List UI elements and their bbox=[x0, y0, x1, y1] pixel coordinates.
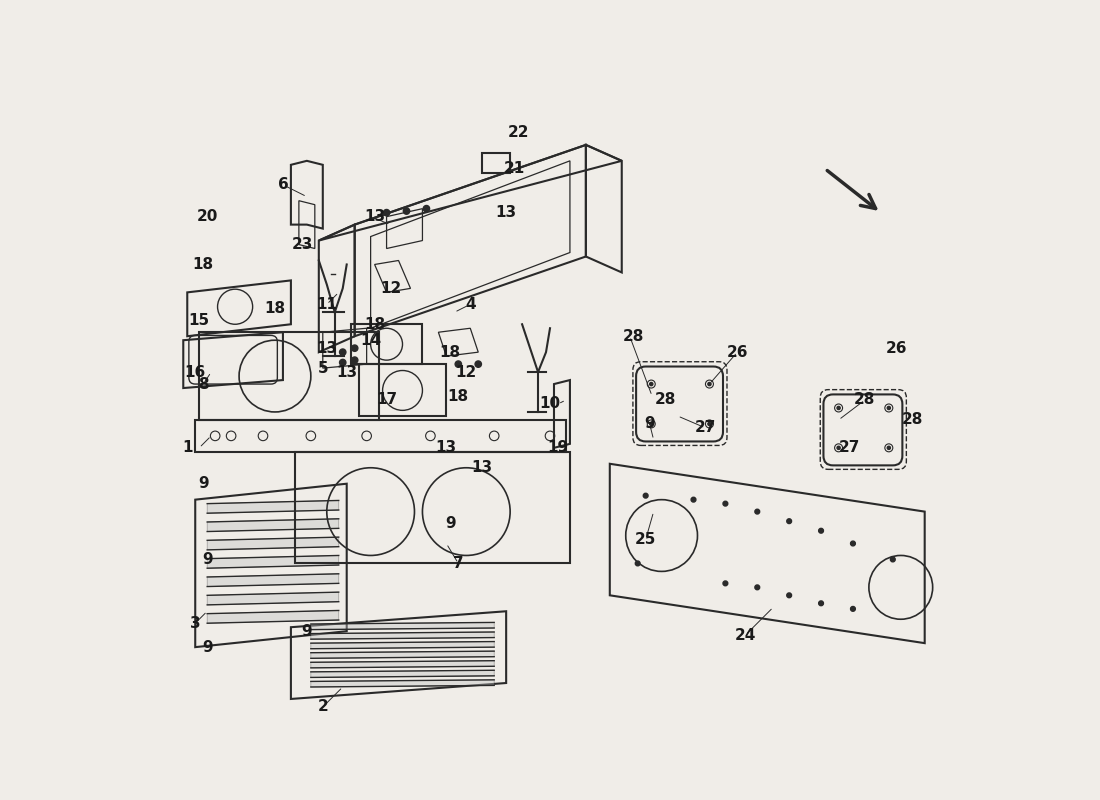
Polygon shape bbox=[207, 518, 339, 531]
Text: 13: 13 bbox=[436, 440, 456, 455]
Circle shape bbox=[786, 593, 792, 598]
Polygon shape bbox=[311, 670, 494, 678]
Circle shape bbox=[837, 446, 840, 450]
Text: 7: 7 bbox=[453, 556, 463, 571]
Circle shape bbox=[818, 528, 824, 533]
Polygon shape bbox=[207, 574, 339, 586]
Circle shape bbox=[340, 349, 345, 355]
Text: 13: 13 bbox=[496, 205, 517, 220]
Circle shape bbox=[888, 446, 890, 450]
Circle shape bbox=[837, 406, 840, 410]
Text: 9: 9 bbox=[202, 640, 212, 654]
Text: 21: 21 bbox=[504, 162, 525, 176]
Text: 27: 27 bbox=[695, 421, 716, 435]
Polygon shape bbox=[311, 680, 494, 687]
Text: 28: 28 bbox=[855, 393, 876, 407]
Circle shape bbox=[786, 518, 792, 523]
Text: 18: 18 bbox=[364, 317, 385, 332]
Text: 18: 18 bbox=[440, 345, 461, 360]
Circle shape bbox=[888, 406, 890, 410]
Text: 18: 18 bbox=[448, 389, 469, 403]
Circle shape bbox=[352, 345, 358, 351]
Text: 28: 28 bbox=[623, 329, 645, 344]
Text: 20: 20 bbox=[197, 209, 218, 224]
Circle shape bbox=[850, 606, 856, 611]
Text: 9: 9 bbox=[645, 417, 654, 431]
Text: 28: 28 bbox=[902, 413, 923, 427]
Circle shape bbox=[644, 494, 648, 498]
Text: 13: 13 bbox=[472, 460, 493, 475]
Text: 8: 8 bbox=[198, 377, 209, 391]
Text: 17: 17 bbox=[376, 393, 397, 407]
Polygon shape bbox=[207, 610, 339, 623]
Text: 14: 14 bbox=[360, 333, 382, 348]
Polygon shape bbox=[311, 642, 494, 649]
Circle shape bbox=[708, 382, 711, 386]
Circle shape bbox=[340, 359, 345, 366]
Text: 10: 10 bbox=[539, 397, 561, 411]
Circle shape bbox=[723, 502, 728, 506]
Text: 19: 19 bbox=[548, 440, 569, 455]
Circle shape bbox=[475, 361, 482, 367]
Circle shape bbox=[755, 510, 760, 514]
Polygon shape bbox=[207, 501, 339, 514]
Circle shape bbox=[818, 601, 824, 606]
Circle shape bbox=[691, 498, 696, 502]
Text: 27: 27 bbox=[838, 440, 859, 455]
Text: 6: 6 bbox=[277, 178, 288, 192]
Circle shape bbox=[636, 561, 640, 566]
Text: 13: 13 bbox=[337, 365, 358, 379]
Text: 9: 9 bbox=[202, 552, 212, 567]
Circle shape bbox=[723, 581, 728, 586]
Polygon shape bbox=[207, 555, 339, 568]
Text: 12: 12 bbox=[455, 365, 477, 379]
Text: 11: 11 bbox=[317, 297, 338, 312]
Text: 13: 13 bbox=[316, 341, 338, 356]
Circle shape bbox=[404, 208, 409, 214]
Circle shape bbox=[708, 422, 711, 426]
Text: 9: 9 bbox=[446, 516, 455, 531]
Text: 13: 13 bbox=[364, 209, 385, 224]
Text: 18: 18 bbox=[192, 257, 213, 272]
Polygon shape bbox=[311, 632, 494, 639]
Text: 23: 23 bbox=[293, 237, 314, 252]
Polygon shape bbox=[311, 661, 494, 668]
Text: 16: 16 bbox=[185, 365, 206, 379]
Circle shape bbox=[650, 382, 652, 386]
Polygon shape bbox=[207, 592, 339, 605]
Text: 24: 24 bbox=[735, 628, 756, 642]
Text: 3: 3 bbox=[190, 616, 200, 630]
Text: 9: 9 bbox=[301, 624, 312, 638]
Text: 28: 28 bbox=[654, 393, 676, 407]
Text: 26: 26 bbox=[727, 345, 748, 360]
Text: 22: 22 bbox=[507, 126, 529, 141]
Text: 9: 9 bbox=[198, 476, 209, 491]
Circle shape bbox=[352, 357, 358, 363]
Polygon shape bbox=[311, 622, 494, 630]
Circle shape bbox=[755, 585, 760, 590]
Circle shape bbox=[424, 206, 430, 212]
Text: 2: 2 bbox=[318, 699, 328, 714]
Text: 5: 5 bbox=[318, 361, 328, 376]
Circle shape bbox=[455, 361, 462, 367]
Text: 18: 18 bbox=[264, 301, 286, 316]
Circle shape bbox=[384, 210, 389, 216]
Text: 12: 12 bbox=[379, 281, 401, 296]
Text: 1: 1 bbox=[182, 440, 192, 455]
Polygon shape bbox=[207, 537, 339, 550]
Circle shape bbox=[650, 422, 652, 426]
Text: 4: 4 bbox=[465, 297, 475, 312]
Circle shape bbox=[850, 541, 856, 546]
Text: 15: 15 bbox=[189, 313, 210, 328]
Circle shape bbox=[890, 557, 895, 562]
Polygon shape bbox=[311, 651, 494, 658]
Text: 26: 26 bbox=[886, 341, 907, 356]
Text: 25: 25 bbox=[635, 532, 657, 547]
